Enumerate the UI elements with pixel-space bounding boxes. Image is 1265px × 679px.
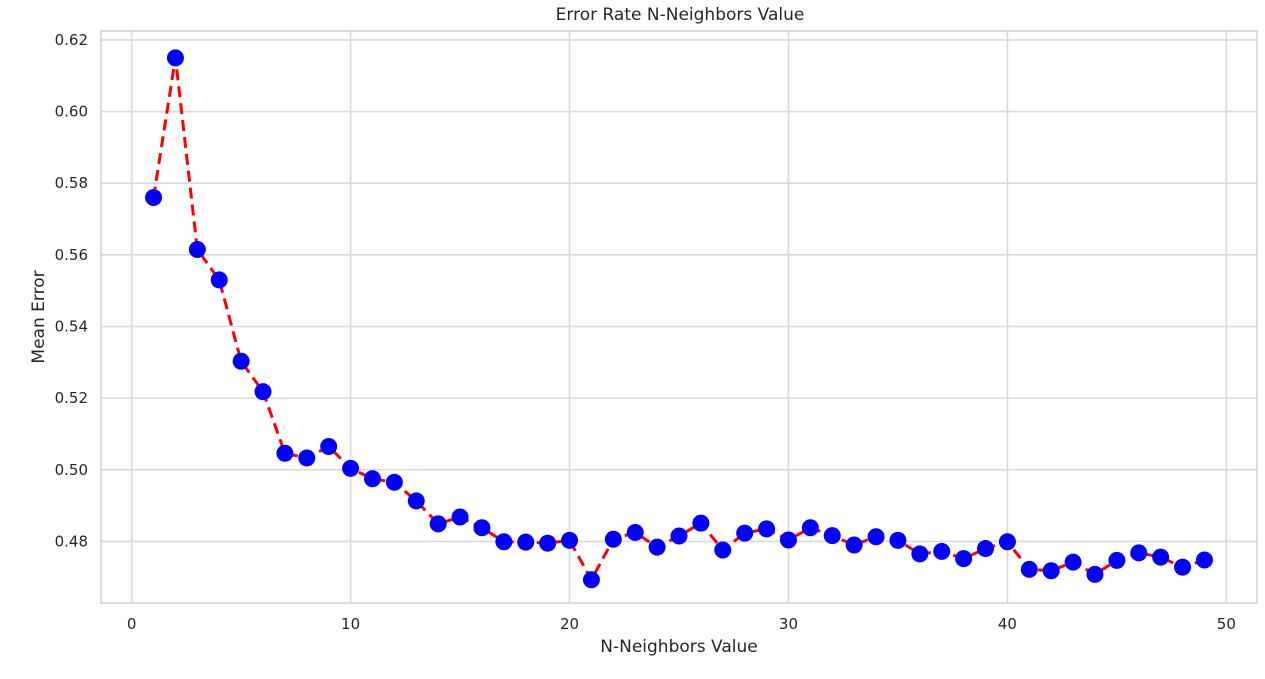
- data-point: [166, 49, 184, 67]
- y-tick-label: 0.48: [55, 532, 88, 550]
- grid: [101, 31, 1257, 603]
- data-point: [298, 449, 316, 467]
- data-point: [1042, 562, 1060, 580]
- data-point: [320, 437, 338, 455]
- x-tick-label: 50: [1217, 615, 1236, 633]
- y-tick-label: 0.56: [55, 246, 88, 264]
- x-tick-label: 30: [779, 615, 798, 633]
- data-point: [1152, 548, 1170, 566]
- data-point: [626, 523, 644, 541]
- data-point: [342, 459, 360, 477]
- data-point: [736, 524, 754, 542]
- data-point: [1064, 553, 1082, 571]
- data-point: [1195, 551, 1213, 569]
- data-point: [145, 189, 163, 207]
- data-point: [1130, 544, 1148, 562]
- data-point: [582, 571, 600, 589]
- data-point: [998, 533, 1016, 551]
- data-point: [232, 352, 250, 370]
- data-point: [692, 514, 710, 532]
- y-axis: 0.48 0.50 0.52 0.54 0.56 0.58 0.60 0.62: [55, 31, 88, 550]
- data-point: [276, 444, 294, 462]
- data-point: [210, 271, 228, 289]
- data-point: [429, 515, 447, 533]
- data-point: [473, 519, 491, 537]
- x-axis: 0 10 20 30 40 50: [127, 615, 1236, 633]
- data-point: [648, 538, 666, 556]
- data-point: [670, 527, 688, 545]
- data-point: [363, 470, 381, 488]
- y-tick-label: 0.52: [55, 389, 88, 407]
- chart-title: Error Rate N-Neighbors Value: [556, 5, 805, 25]
- data-point: [933, 542, 951, 560]
- y-tick-label: 0.58: [55, 174, 88, 192]
- data-point: [911, 545, 929, 563]
- data-point: [1020, 560, 1038, 578]
- data-point: [714, 541, 732, 559]
- data-point: [889, 531, 907, 549]
- data-point: [188, 240, 206, 258]
- x-tick-label: 20: [560, 615, 579, 633]
- y-tick-label: 0.60: [55, 103, 88, 121]
- data-point: [955, 550, 973, 568]
- data-point: [517, 533, 535, 551]
- data-point: [779, 531, 797, 549]
- data-point: [407, 492, 425, 510]
- data-point: [495, 533, 513, 551]
- y-tick-label: 0.50: [55, 461, 88, 479]
- data-point: [604, 530, 622, 548]
- x-axis-label: N-Neighbors Value: [600, 637, 757, 657]
- y-tick-label: 0.62: [55, 31, 88, 49]
- data-point: [845, 536, 863, 554]
- data-point: [1174, 558, 1192, 576]
- data-point: [385, 473, 403, 491]
- data-point: [867, 528, 885, 546]
- series-line: [152, 57, 1205, 583]
- x-tick-label: 0: [127, 615, 137, 633]
- data-point: [977, 540, 995, 558]
- plot-frame: [100, 30, 1258, 604]
- data-point: [758, 520, 776, 538]
- data-point: [561, 531, 579, 549]
- data-point: [801, 519, 819, 537]
- data-point: [1108, 551, 1126, 569]
- data-point: [539, 534, 557, 552]
- data-point: [823, 527, 841, 545]
- y-axis-label: Mean Error: [29, 270, 49, 363]
- data-point: [451, 508, 469, 526]
- x-tick-label: 40: [998, 615, 1017, 633]
- y-tick-label: 0.54: [55, 317, 88, 335]
- x-tick-label: 10: [341, 615, 360, 633]
- data-point: [254, 383, 272, 401]
- data-point: [1086, 565, 1104, 583]
- data-markers: [145, 49, 1213, 589]
